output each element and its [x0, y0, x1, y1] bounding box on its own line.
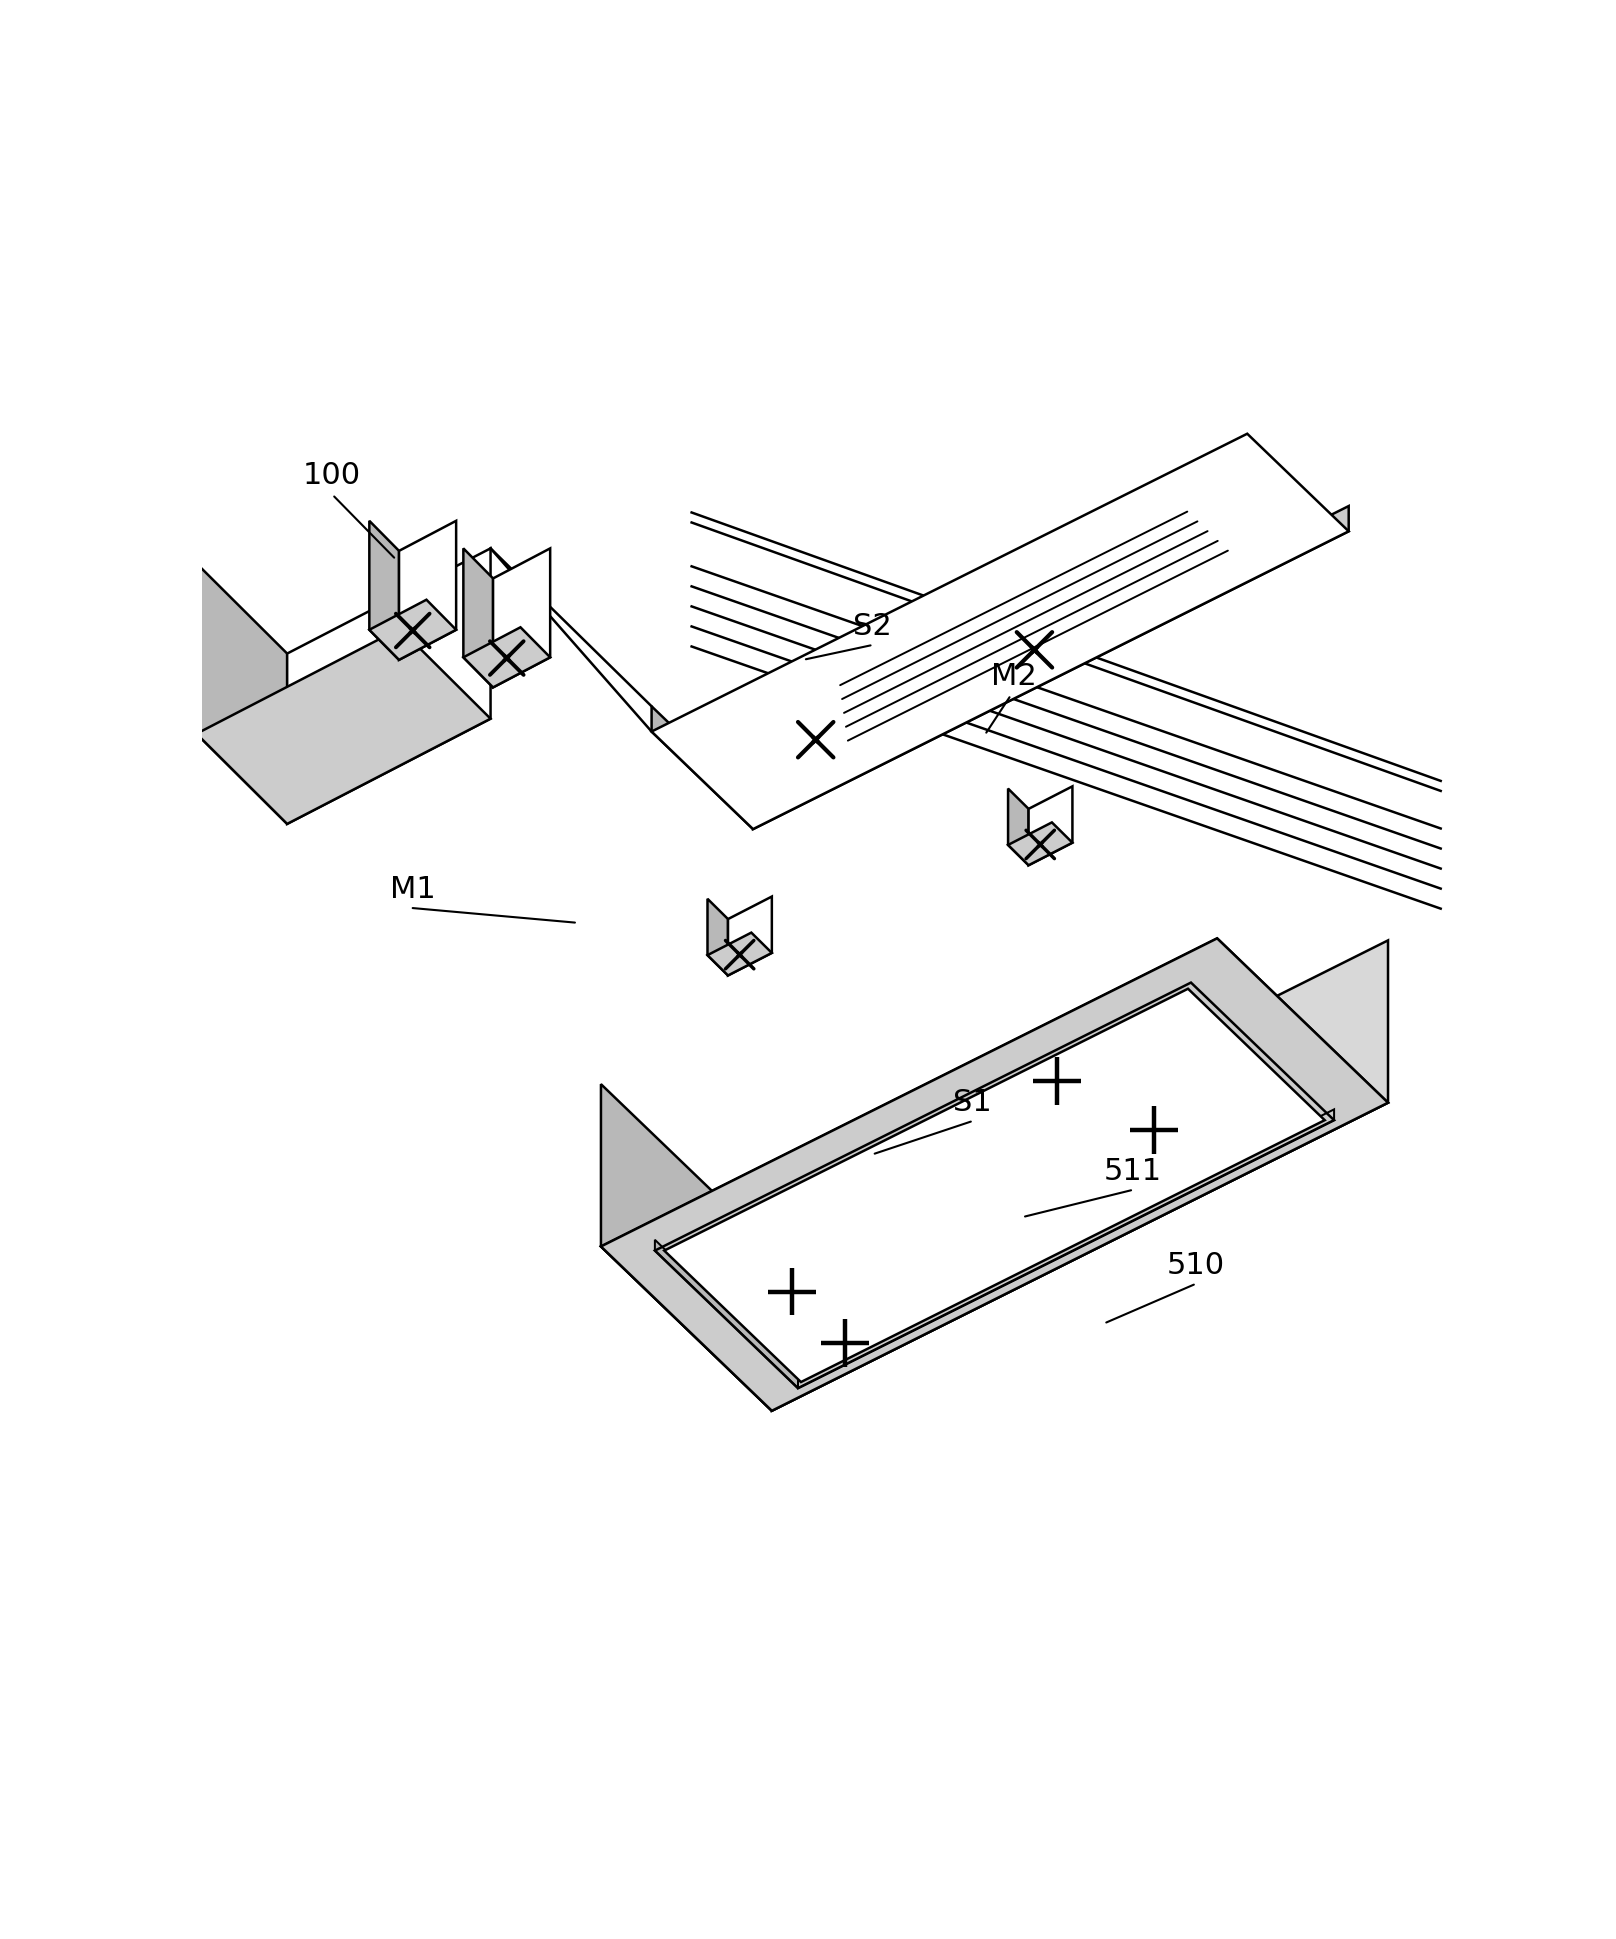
Polygon shape — [1008, 822, 1073, 865]
Polygon shape — [708, 900, 727, 975]
Text: M2: M2 — [991, 661, 1037, 690]
Text: S1: S1 — [953, 1088, 992, 1117]
Polygon shape — [197, 564, 288, 824]
Text: S2: S2 — [853, 613, 892, 640]
Polygon shape — [399, 522, 456, 659]
Polygon shape — [651, 434, 1349, 830]
Polygon shape — [288, 549, 491, 824]
Polygon shape — [654, 1239, 798, 1388]
Text: M1: M1 — [389, 874, 436, 904]
Polygon shape — [708, 933, 772, 975]
Polygon shape — [1008, 789, 1029, 865]
Polygon shape — [1029, 787, 1073, 865]
Text: 100: 100 — [302, 461, 360, 491]
Polygon shape — [601, 1084, 772, 1412]
Polygon shape — [753, 506, 1349, 830]
Polygon shape — [464, 549, 493, 688]
Polygon shape — [601, 938, 1388, 1412]
Polygon shape — [727, 896, 772, 975]
Polygon shape — [464, 628, 549, 688]
Text: 510: 510 — [1167, 1251, 1225, 1280]
Text: 511: 511 — [1104, 1156, 1162, 1185]
Polygon shape — [197, 628, 491, 824]
Polygon shape — [798, 1109, 1335, 1388]
Polygon shape — [664, 989, 1325, 1383]
Polygon shape — [370, 522, 399, 659]
Polygon shape — [493, 549, 549, 688]
Polygon shape — [370, 599, 456, 659]
Polygon shape — [601, 938, 1388, 1412]
Polygon shape — [651, 706, 753, 830]
Polygon shape — [772, 940, 1388, 1412]
